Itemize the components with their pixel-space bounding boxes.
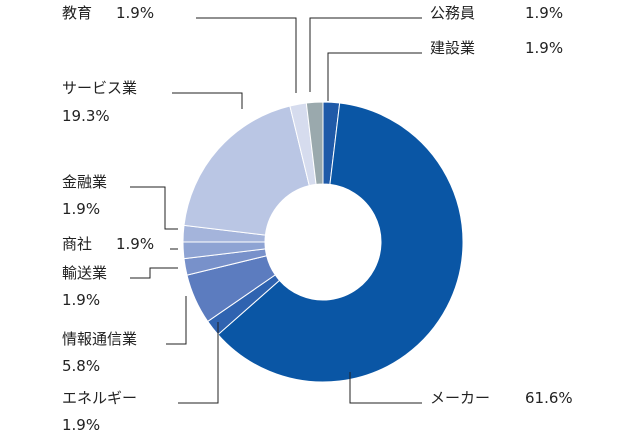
- leader-line-8: [196, 17, 297, 93]
- slice-value-6: 1.9%: [62, 200, 100, 218]
- slice-value-4: 1.9%: [62, 291, 100, 309]
- slice-label-5: 商社: [62, 235, 92, 253]
- slice-9: [305, 101, 324, 185]
- leader-line-4: [130, 267, 178, 279]
- slice-7: [183, 105, 310, 236]
- slice-label-1: メーカー: [430, 389, 490, 407]
- leader-line-2: [178, 322, 219, 404]
- leader-line-9: [309, 17, 422, 92]
- slice-label-8: 教育: [62, 4, 92, 22]
- slice-value-0: 1.9%: [525, 39, 563, 57]
- slice-labels: 建設業 1.9% メーカー 61.6% エネルギー 1.9% 情報通信業 5.8% 輸送業 1.9…: [62, 4, 573, 434]
- slice-value-5: 1.9%: [116, 235, 154, 253]
- slice-label-7: サービス業: [62, 79, 137, 97]
- slice-value-7: 19.3%: [62, 107, 110, 125]
- leader-lines: [130, 17, 422, 404]
- slice-label-2: エネルギー: [62, 389, 137, 407]
- slice-label-9: 公務員: [430, 4, 475, 22]
- slice-value-1: 61.6%: [525, 389, 573, 407]
- donut-slices: [182, 101, 464, 383]
- leader-line-7: [172, 92, 243, 109]
- slice-value-3: 5.8%: [62, 357, 100, 375]
- leader-line-3: [166, 296, 187, 345]
- slice-value-8: 1.9%: [116, 4, 154, 22]
- slice-label-6: 金融業: [62, 173, 107, 191]
- slice-value-9: 1.9%: [525, 4, 563, 22]
- slice-1: [217, 102, 464, 383]
- slice-label-4: 輸送業: [62, 264, 107, 282]
- slice-label-3: 情報通信業: [62, 330, 137, 348]
- leader-line-0: [327, 52, 422, 101]
- leader-line-1: [349, 372, 422, 404]
- slice-label-0: 建設業: [430, 39, 475, 57]
- slice-value-2: 1.9%: [62, 416, 100, 434]
- leader-line-6: [130, 186, 178, 230]
